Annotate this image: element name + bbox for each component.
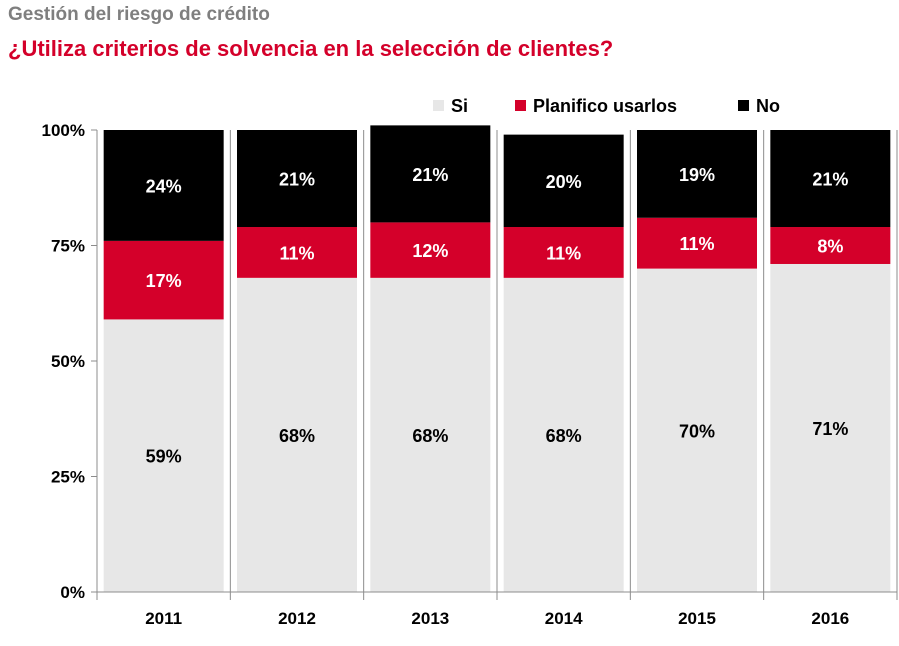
bar-si-2015 (637, 268, 757, 592)
legend-label-si: Si (451, 96, 468, 116)
bar-planifico-usarlos-2015 (637, 217, 757, 269)
data-label-si-2014: 68% (546, 426, 582, 446)
data-label-planifico-usarlos-2014: 11% (546, 243, 581, 263)
y-tick-label: 50% (51, 352, 85, 371)
y-tick-label: 75% (51, 237, 85, 256)
data-label-si-2015: 70% (679, 421, 715, 441)
x-tick-label-2014: 2014 (545, 609, 583, 628)
bar-no-2013 (370, 125, 491, 223)
bar-no-2014 (503, 134, 624, 228)
data-label-si-2011: 59% (146, 447, 182, 467)
data-label-planifico-usarlos-2013: 12% (412, 241, 448, 261)
bar-planifico-usarlos-2011 (103, 240, 224, 320)
bar-planifico-usarlos-2012 (237, 227, 357, 278)
bar-si-2011 (103, 319, 224, 592)
data-label-no-2014: 20% (546, 172, 582, 192)
bar-si-2013 (370, 277, 491, 592)
bar-no-2015 (637, 130, 757, 218)
bar-si-2014 (503, 277, 624, 592)
data-label-no-2013: 21% (412, 165, 448, 185)
x-tick-label-2012: 2012 (278, 609, 316, 628)
x-tick-label-2013: 2013 (411, 609, 449, 628)
bar-planifico-usarlos-2013 (370, 222, 491, 278)
legend-swatch-planifico-usarlos (515, 100, 526, 111)
data-label-si-2012: 68% (279, 426, 315, 446)
y-tick-label: 100% (42, 121, 85, 140)
data-label-no-2012: 21% (279, 170, 315, 190)
x-tick-label-2011: 2011 (145, 609, 182, 628)
data-label-si-2013: 68% (412, 426, 448, 446)
bar-si-2016 (770, 263, 891, 592)
bar-no-2012 (237, 130, 357, 228)
x-tick-label-2016: 2016 (811, 609, 849, 628)
bar-si-2012 (237, 277, 357, 592)
y-tick-label: 25% (51, 468, 85, 487)
data-label-no-2015: 19% (679, 165, 715, 185)
data-label-si-2016: 71% (812, 419, 848, 439)
x-tick-label-2015: 2015 (678, 609, 716, 628)
legend-label-planifico-usarlos: Planifico usarlos (533, 96, 677, 116)
data-label-planifico-usarlos-2015: 11% (679, 234, 714, 254)
chart-kicker: Gestión del riesgo de crédito (8, 4, 270, 25)
data-label-planifico-usarlos-2016: 8% (817, 237, 843, 257)
bar-no-2011 (103, 130, 224, 241)
chart-title: ¿Utiliza criterios de solvencia en la se… (8, 36, 614, 61)
data-label-no-2016: 21% (812, 170, 848, 190)
data-label-no-2011: 24% (146, 176, 182, 196)
bar-planifico-usarlos-2016 (770, 227, 891, 264)
legend-label-no: No (756, 96, 780, 116)
bar-no-2016 (770, 130, 891, 228)
data-label-planifico-usarlos-2012: 11% (279, 243, 314, 263)
bar-planifico-usarlos-2014 (503, 227, 624, 278)
legend-swatch-si (433, 100, 444, 111)
data-label-planifico-usarlos-2011: 17% (146, 271, 182, 291)
y-tick-label: 0% (60, 583, 85, 602)
legend-swatch-no (738, 100, 749, 111)
